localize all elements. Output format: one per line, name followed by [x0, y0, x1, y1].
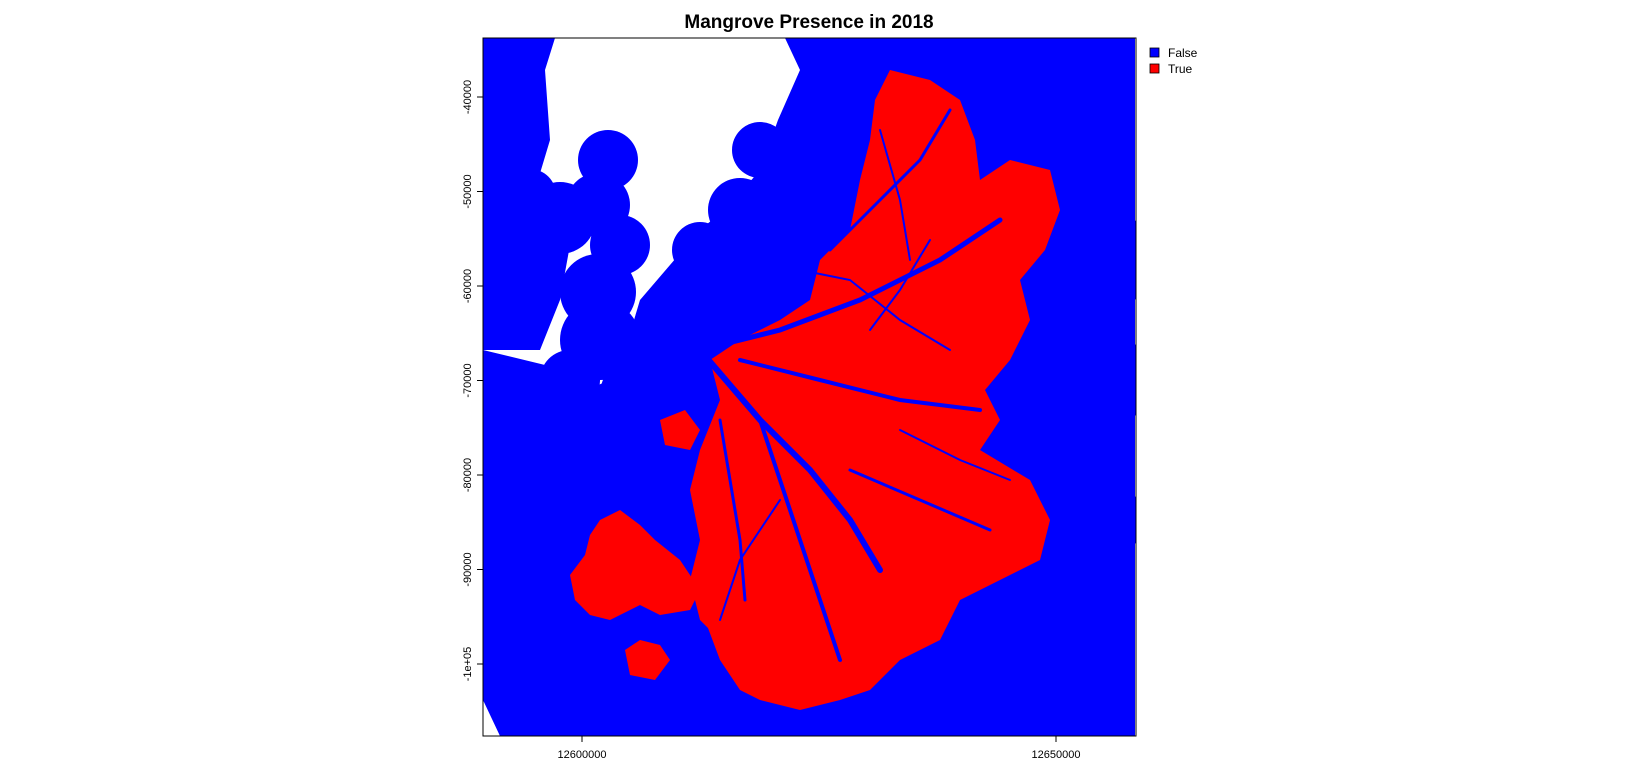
map-panel — [483, 38, 1136, 736]
x-axis: 12600000 12650000 — [558, 736, 1081, 761]
legend: False True — [1149, 46, 1198, 76]
map-title: Mangrove Presence in 2018 — [684, 12, 933, 33]
legend-swatch-true — [1149, 63, 1160, 74]
y-tick-label-4: -80000 — [462, 458, 474, 492]
plot-border — [482, 37, 1137, 737]
y-tick-label-0: -40000 — [462, 80, 474, 114]
y-tick-label-5: -90000 — [462, 552, 474, 586]
legend-swatch-false — [1149, 47, 1160, 58]
y-axis: -40000 -50000 -60000 -70000 -80000 -90000 -1e+… — [462, 80, 483, 681]
y-tick-label-6: -1e+05 — [462, 647, 474, 682]
x-tick-label-0: 12600000 — [558, 749, 607, 761]
true-region — [570, 70, 1060, 710]
legend-label-false: False — [1168, 46, 1198, 60]
y-tick-label-3: -70000 — [462, 363, 474, 397]
y-tick-label-1: -50000 — [462, 174, 474, 208]
y-tick-label-2: -60000 — [462, 269, 474, 303]
water-channels — [697, 108, 1011, 662]
legend-label-true: True — [1168, 62, 1193, 76]
x-tick-label-1: 12650000 — [1032, 749, 1081, 761]
